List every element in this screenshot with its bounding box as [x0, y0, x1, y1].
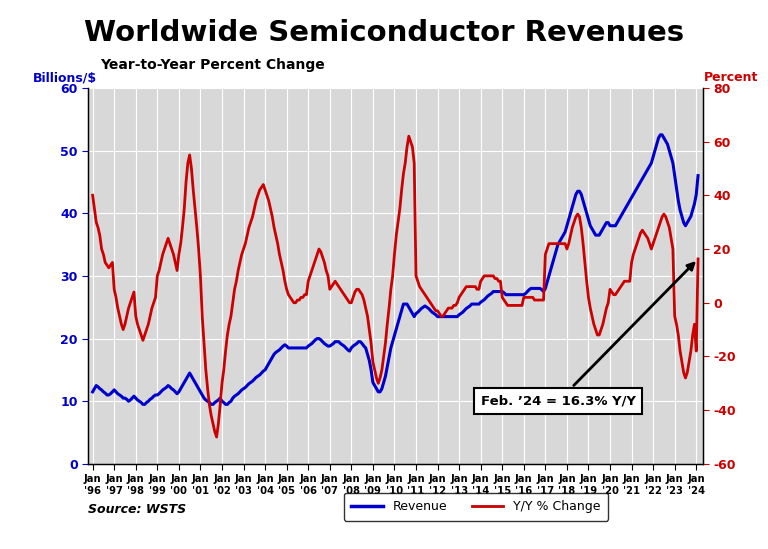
- Text: Source: WSTS: Source: WSTS: [88, 503, 187, 516]
- Text: Billions/$: Billions/$: [33, 71, 97, 84]
- Text: Feb. ’24 = 16.3% Y/Y: Feb. ’24 = 16.3% Y/Y: [481, 263, 694, 408]
- Text: Percent: Percent: [703, 71, 758, 84]
- Text: Worldwide Semiconductor Revenues: Worldwide Semiconductor Revenues: [84, 19, 684, 47]
- Text: Year-to-Year Percent Change: Year-to-Year Percent Change: [100, 58, 325, 72]
- Legend: Revenue, Y/Y % Change: Revenue, Y/Y % Change: [344, 493, 608, 521]
